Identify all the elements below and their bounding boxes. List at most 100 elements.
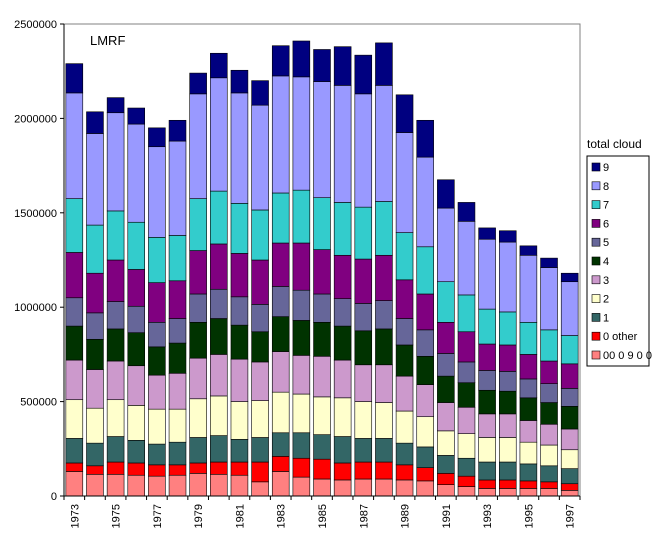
bar-segment xyxy=(354,303,373,332)
bar-segment xyxy=(478,370,496,391)
legend-label: 4 xyxy=(603,256,609,268)
bar-segment xyxy=(251,437,269,463)
bar-segment xyxy=(416,293,434,331)
bar-segment xyxy=(168,280,187,319)
bar-segment xyxy=(292,289,311,321)
bar-segment xyxy=(292,476,311,497)
bar-segment xyxy=(540,329,558,362)
bar-segment xyxy=(271,242,290,287)
y-tick-label: 1500000 xyxy=(14,208,57,220)
bar-segment xyxy=(437,455,455,474)
bar-segment xyxy=(416,446,434,468)
bar-segment xyxy=(416,467,434,482)
legend-label: 6 xyxy=(603,218,609,230)
bar-segment xyxy=(519,480,538,489)
bar-segment xyxy=(127,269,145,307)
bar-segment xyxy=(168,474,187,497)
bar-segment xyxy=(354,478,373,497)
bar-segment xyxy=(65,462,84,472)
bar-segment xyxy=(189,462,207,474)
bar-segment xyxy=(65,252,84,299)
legend: total cloud 9 8 7 6 5 4 3 2 1 0 other 00 0 9 0 0 xyxy=(586,137,652,367)
bar-segment xyxy=(251,361,269,401)
bar-segment xyxy=(375,42,393,86)
legend-title: total cloud xyxy=(587,137,642,151)
bar-segment xyxy=(457,361,476,384)
bar-segment xyxy=(65,471,84,497)
legend-swatch xyxy=(591,162,601,172)
bar-segment xyxy=(437,281,455,323)
bar-segment xyxy=(498,230,517,243)
bar-segment xyxy=(416,119,434,158)
y-tick-label: 500000 xyxy=(20,397,57,409)
bar-segment xyxy=(333,85,352,203)
bar-segment xyxy=(148,408,166,445)
bar-segment xyxy=(354,93,373,208)
bar-segment xyxy=(540,383,558,403)
bar-segment xyxy=(395,344,414,377)
bar-segment xyxy=(498,413,517,438)
bar-segment xyxy=(416,355,434,385)
bar-segment xyxy=(168,318,187,344)
chart-title: LMRF xyxy=(90,33,125,48)
bar-segment xyxy=(271,316,290,352)
bar-segment xyxy=(168,140,187,236)
legend-swatch xyxy=(591,181,601,191)
x-tick-label: 1995 xyxy=(523,504,535,528)
bar-segment xyxy=(106,360,125,401)
bar-segment xyxy=(560,281,579,336)
bar-segment xyxy=(498,344,517,372)
bar-segment xyxy=(271,75,290,194)
bar-segment xyxy=(375,438,393,463)
bar-segment xyxy=(540,444,558,467)
bar-segment xyxy=(395,442,414,466)
bar-segment xyxy=(437,321,455,354)
legend-label: 0 other xyxy=(603,331,638,343)
legend-label: 2 xyxy=(603,294,609,306)
bar-segment xyxy=(251,481,269,497)
bar-segment xyxy=(106,328,125,362)
legend-swatch xyxy=(591,350,601,360)
bar-segment xyxy=(292,320,311,356)
bar-segment xyxy=(519,378,538,399)
bar-segment xyxy=(127,365,145,406)
x-tick-label: 1985 xyxy=(317,504,329,528)
bar-segment xyxy=(519,463,538,482)
bar-segment xyxy=(127,332,145,367)
bar-segment xyxy=(127,107,145,125)
bar-segment xyxy=(519,397,538,421)
bar-segment xyxy=(375,300,393,330)
bar-segment xyxy=(292,393,311,434)
x-tick-label: 1975 xyxy=(111,504,123,528)
bar-segment xyxy=(106,97,125,114)
bar-segment xyxy=(86,442,104,467)
legend-label: 7 xyxy=(603,200,609,212)
bar-segment xyxy=(457,406,476,434)
bar-segment xyxy=(375,254,393,301)
bar-segment xyxy=(230,253,249,298)
bar-segment xyxy=(457,433,476,459)
legend-label: 5 xyxy=(603,237,609,249)
legend-items: 9 8 7 6 5 4 3 2 1 0 other 00 0 9 0 0 xyxy=(591,162,652,362)
bar-segment xyxy=(395,132,414,233)
bar-segment xyxy=(416,329,434,357)
bar-segment xyxy=(168,235,187,282)
bar-segment xyxy=(437,207,455,283)
bar-segment xyxy=(168,342,187,374)
bar-segment xyxy=(519,441,538,465)
bar-segment xyxy=(86,224,104,274)
bar-segment xyxy=(395,464,414,481)
bar-segment xyxy=(127,474,145,497)
bar-segment xyxy=(292,432,311,459)
bar-segment xyxy=(313,396,331,435)
bar-segment xyxy=(540,267,558,331)
x-tick-label: 1997 xyxy=(565,504,577,528)
bar-segment xyxy=(560,468,579,485)
bar-segment xyxy=(375,364,393,403)
bar-segment xyxy=(86,407,104,444)
legend-label: 8 xyxy=(603,181,609,193)
bar-segment xyxy=(106,436,125,463)
bar-segment xyxy=(189,250,207,295)
bar-segment xyxy=(478,488,496,497)
bar-segment xyxy=(148,374,166,410)
